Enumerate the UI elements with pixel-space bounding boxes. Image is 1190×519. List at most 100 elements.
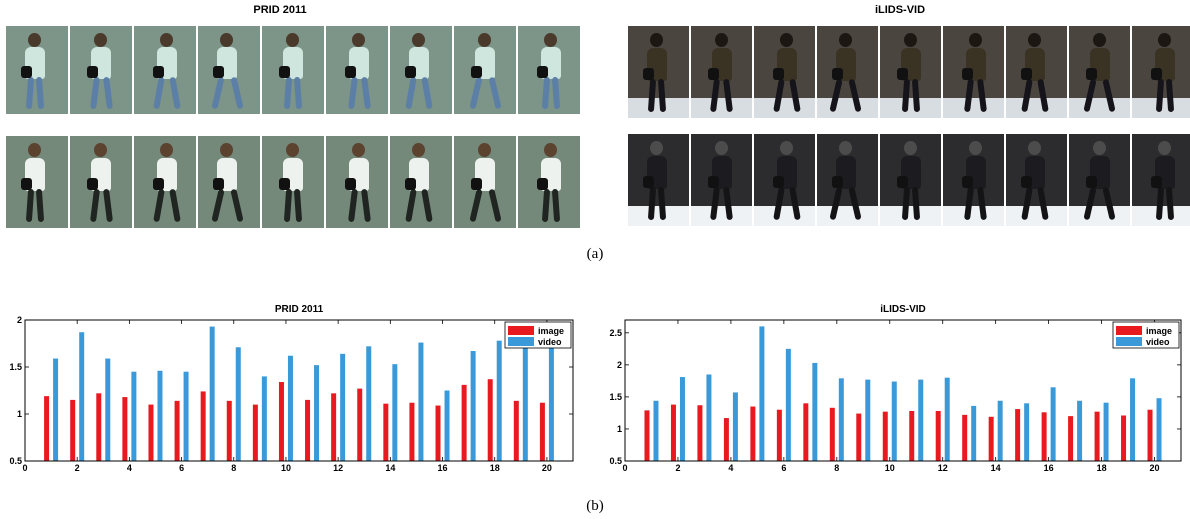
person-frame (880, 26, 941, 118)
bar-image (200, 391, 206, 461)
x-tick-label: 14 (385, 463, 395, 473)
bar-video (653, 400, 659, 461)
bar-video (1130, 378, 1136, 461)
person-frame (454, 136, 516, 228)
bar-image (435, 405, 441, 461)
person-frame (262, 136, 324, 228)
bar-video (496, 340, 502, 461)
bar-video (183, 371, 189, 461)
person-frame (198, 26, 260, 114)
prid-row-1 (6, 26, 580, 114)
bar-video (1050, 387, 1056, 461)
bar-video (392, 364, 398, 461)
bar-image (1068, 416, 1074, 461)
x-tick-label: 0 (22, 463, 27, 473)
person-frame (454, 26, 516, 114)
x-tick-label: 0 (622, 463, 627, 473)
bar-video (997, 400, 1003, 461)
bar-image (1094, 411, 1100, 461)
x-tick-label: 12 (333, 463, 343, 473)
bar-video (261, 376, 267, 461)
legend-swatch-image (508, 326, 534, 335)
person-frame (134, 26, 196, 114)
person-frame (518, 26, 580, 114)
bar-image (383, 403, 389, 461)
bar-image (909, 411, 915, 461)
chart-title: PRID 2011 (275, 304, 324, 315)
caption-a: (a) (586, 246, 604, 262)
bar-image (174, 400, 180, 461)
person-frame (628, 134, 689, 226)
bar-image (750, 406, 756, 461)
bar-image (539, 402, 545, 461)
prid-bar-chart: PRID 2011 0 2 4 6 8 10 12 14 16 18 20 0.5 1 1.5 2 imagev… (9, 304, 574, 473)
plot-frame (624, 319, 1182, 462)
bar-image (331, 393, 337, 461)
bar-video (209, 326, 215, 461)
bar-video (891, 381, 897, 461)
bar-image (723, 418, 729, 461)
y-tick-label: 0.5 (609, 456, 622, 466)
person-frame (1006, 26, 1067, 118)
y-tick-label: 1.5 (609, 392, 622, 402)
bar-image (1041, 412, 1047, 461)
person-frame (943, 134, 1004, 226)
bar-video (79, 332, 85, 461)
bar-video (418, 342, 424, 461)
bar-video (131, 371, 137, 461)
person-frame (691, 26, 752, 118)
person-frame (943, 26, 1004, 118)
bar-video (785, 348, 791, 461)
y-tick-label: 1 (617, 424, 622, 434)
bar-image (409, 402, 415, 461)
y-tick-label: 2.5 (609, 328, 622, 338)
bar-video (706, 374, 712, 461)
bar-image (803, 403, 809, 461)
bar-image (487, 379, 493, 461)
bar-video (865, 379, 871, 461)
x-tick-label: 4 (127, 463, 132, 473)
bar-image (252, 404, 258, 461)
bar-image (962, 414, 968, 461)
plot-frame (24, 319, 574, 462)
bar-image (1147, 409, 1153, 461)
person-frame (1132, 134, 1190, 226)
x-tick-label: 2 (675, 463, 680, 473)
person-frame (70, 136, 132, 228)
x-tick-label: 16 (1044, 463, 1054, 473)
person-frame (6, 26, 68, 114)
legend-label-image: image (1146, 326, 1172, 336)
x-tick-label: 8 (231, 463, 236, 473)
person-frame (817, 134, 878, 226)
legend-swatch-image (1116, 326, 1142, 335)
bar-video (287, 355, 293, 461)
ilids-row-2 (628, 134, 1190, 226)
bar-image (96, 393, 102, 461)
bar-image (226, 400, 232, 461)
person-frame (518, 136, 580, 228)
bar-video (1156, 398, 1162, 461)
bar-image (1121, 415, 1127, 461)
y-tick-label: 2 (17, 315, 22, 325)
bar-image (70, 399, 76, 461)
bar-video (971, 405, 977, 461)
x-tick-label: 18 (1097, 463, 1107, 473)
bar-image (513, 400, 519, 461)
bar-video (759, 326, 765, 461)
person-frame (326, 26, 388, 114)
bar-image (357, 388, 363, 461)
person-frame (1006, 134, 1067, 226)
legend-label-image: image (538, 326, 564, 336)
bar-image (122, 397, 128, 461)
ilids-bar-chart: iLIDS-VID 0 2 4 6 8 10 12 14 16 18 20 0.5 1 1.5 2 2.5 ima… (609, 304, 1182, 473)
bar-video (732, 392, 738, 461)
y-tick-label: 2 (617, 360, 622, 370)
person-frame (1069, 26, 1130, 118)
bar-image (776, 409, 782, 461)
x-tick-label: 8 (834, 463, 839, 473)
bar-image (278, 382, 284, 461)
prid-row-2 (6, 136, 580, 228)
ilids-row-1 (628, 26, 1190, 118)
x-tick-label: 12 (938, 463, 948, 473)
bar-image (829, 407, 835, 461)
